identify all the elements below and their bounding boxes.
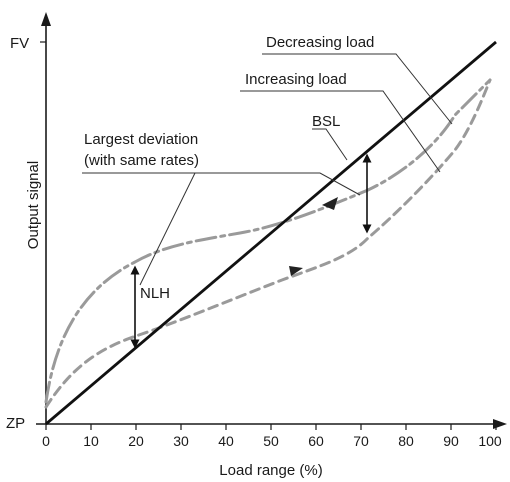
decreasing-load-curve <box>44 78 492 404</box>
increasing-direction-arrow <box>289 266 303 276</box>
deviation-label-line2: (with same rates) <box>84 152 199 169</box>
nlh-label: NLH <box>140 285 170 302</box>
x-tick-marks <box>45 424 497 430</box>
decreasing-direction-arrow <box>322 197 338 210</box>
x-axis-arrowhead <box>493 419 507 429</box>
bsl-line <box>45 40 497 426</box>
x-tick-50: 50 <box>263 433 279 449</box>
increasing-leader <box>240 90 441 173</box>
x-tick-10: 10 <box>83 433 99 449</box>
zp-label: ZP <box>6 415 25 432</box>
decreasing-load-label: Decreasing load <box>266 34 374 51</box>
increasing-load-curve <box>44 78 492 409</box>
decreasing-leader <box>262 53 453 125</box>
deviation-leader <box>82 172 361 196</box>
x-tick-90: 90 <box>443 433 459 449</box>
x-tick-30: 30 <box>173 433 189 449</box>
leader-lines <box>82 53 453 286</box>
deviation-leader-2 <box>139 172 196 286</box>
x-tick-60: 60 <box>308 433 324 449</box>
increasing-load-label: Increasing load <box>245 71 347 88</box>
y-axis-arrowhead <box>41 12 51 26</box>
x-tick-40: 40 <box>218 433 234 449</box>
x-tick-0: 0 <box>42 433 50 449</box>
x-tick-80: 80 <box>398 433 414 449</box>
x-tick-20: 20 <box>128 433 144 449</box>
bsl-label: BSL <box>312 113 340 130</box>
fv-label: FV <box>10 35 29 52</box>
y-axis-title: Output signal <box>25 161 42 249</box>
bsl-leader <box>312 128 348 161</box>
x-axis-title: Load range (%) <box>219 462 322 479</box>
x-tick-100: 100 <box>478 433 502 449</box>
deviation-label-line1: Largest deviation <box>84 131 198 148</box>
x-tick-70: 70 <box>353 433 369 449</box>
